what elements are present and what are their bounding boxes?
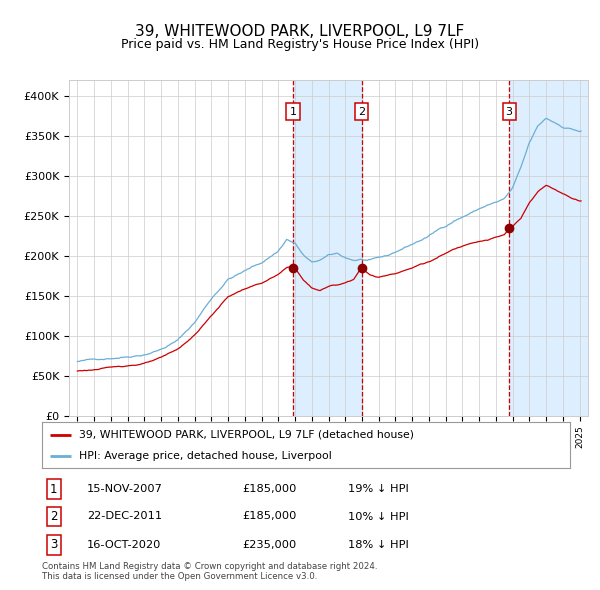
Text: £235,000: £235,000 — [242, 540, 297, 550]
Text: 10% ↓ HPI: 10% ↓ HPI — [348, 512, 409, 522]
Text: 2: 2 — [358, 107, 365, 117]
Text: Contains HM Land Registry data © Crown copyright and database right 2024.: Contains HM Land Registry data © Crown c… — [42, 562, 377, 571]
Text: Price paid vs. HM Land Registry's House Price Index (HPI): Price paid vs. HM Land Registry's House … — [121, 38, 479, 51]
Text: £185,000: £185,000 — [242, 484, 297, 494]
Text: 15-NOV-2007: 15-NOV-2007 — [87, 484, 163, 494]
Text: This data is licensed under the Open Government Licence v3.0.: This data is licensed under the Open Gov… — [42, 572, 317, 581]
Text: HPI: Average price, detached house, Liverpool: HPI: Average price, detached house, Live… — [79, 451, 332, 461]
Text: 16-OCT-2020: 16-OCT-2020 — [87, 540, 161, 550]
Text: 3: 3 — [506, 107, 512, 117]
Text: 39, WHITEWOOD PARK, LIVERPOOL, L9 7LF (detached house): 39, WHITEWOOD PARK, LIVERPOOL, L9 7LF (d… — [79, 430, 414, 440]
Text: 1: 1 — [289, 107, 296, 117]
Text: 2: 2 — [50, 510, 58, 523]
Text: 39, WHITEWOOD PARK, LIVERPOOL, L9 7LF: 39, WHITEWOOD PARK, LIVERPOOL, L9 7LF — [136, 24, 464, 38]
Bar — [509, 80, 588, 416]
Text: 19% ↓ HPI: 19% ↓ HPI — [348, 484, 409, 494]
Text: 1: 1 — [50, 483, 58, 496]
Text: £185,000: £185,000 — [242, 512, 297, 522]
Text: 3: 3 — [50, 538, 58, 551]
Bar — [293, 80, 362, 416]
Text: 22-DEC-2011: 22-DEC-2011 — [87, 512, 162, 522]
Text: 18% ↓ HPI: 18% ↓ HPI — [348, 540, 409, 550]
